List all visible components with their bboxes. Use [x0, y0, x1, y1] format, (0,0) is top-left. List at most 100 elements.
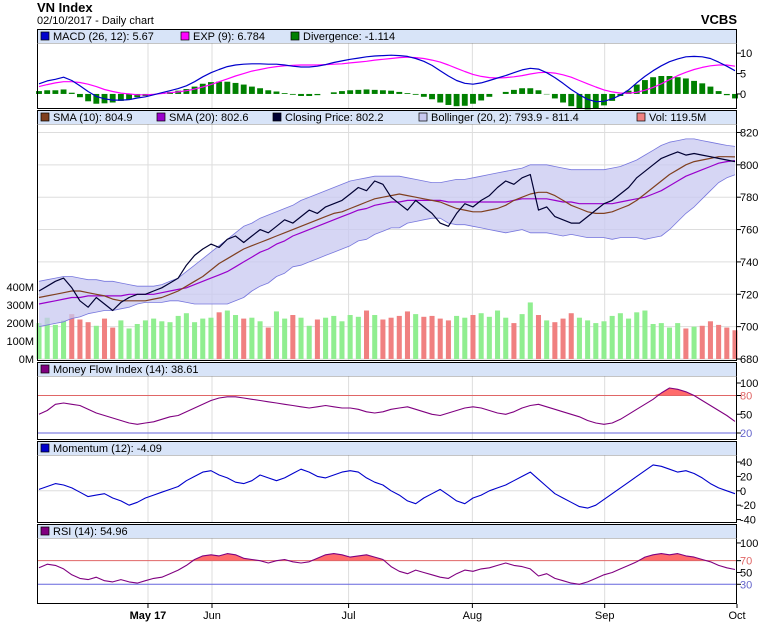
- volume-bar: [445, 320, 451, 359]
- macd-divergence-bar: [707, 86, 714, 94]
- volume-bar: [101, 318, 108, 359]
- volume-bar: [44, 317, 50, 359]
- volume-bar: [552, 322, 558, 359]
- volume-bar: [716, 324, 722, 359]
- momentum-legend-bar: [37, 441, 737, 455]
- price-ytick-label-5: 720: [740, 289, 758, 301]
- macd-legend-swatch-2: [290, 31, 300, 41]
- macd-divergence-bar: [93, 93, 100, 104]
- macd-legend-swatch-0: [40, 31, 50, 41]
- macd-divergence-bar: [535, 90, 542, 94]
- macd-ytick-label-1: 5: [740, 69, 746, 81]
- volume-bar: [93, 325, 99, 359]
- macd-divergence-bar: [502, 91, 509, 94]
- macd-divergence-bar: [412, 93, 419, 95]
- macd-divergence-bar: [658, 76, 665, 94]
- volume-bar: [183, 313, 189, 359]
- mfi-ytick-label-0: 100: [740, 378, 758, 390]
- volume-bar: [666, 327, 673, 359]
- price-ytick-label-4: 740: [740, 257, 758, 269]
- macd-divergence-bar: [306, 93, 313, 96]
- rsi-panel-frame: [37, 524, 737, 604]
- macd-divergence-bar: [44, 90, 51, 94]
- momentum-ytick-label-0: 40: [740, 457, 752, 469]
- volume-bar: [241, 318, 247, 359]
- macd-divergence-bar: [437, 93, 444, 103]
- volume-bar: [314, 319, 320, 359]
- macd-divergence-bar: [420, 93, 427, 97]
- macd-legend-bar: [37, 29, 737, 43]
- volume-bar: [200, 318, 206, 359]
- volume-tick-label-2: 200M: [6, 318, 34, 330]
- volume-bar: [77, 319, 83, 359]
- macd-divergence-bar: [519, 88, 526, 94]
- closing-price-line: [38, 151, 736, 312]
- macd-divergence-bar: [723, 93, 730, 96]
- macd-divergence-bar: [568, 93, 575, 107]
- macd-divergence-bar: [339, 91, 345, 94]
- macd-divergence-bar: [691, 80, 697, 94]
- rsi-ytick-label-0: 100: [740, 538, 758, 550]
- volume-bar: [85, 322, 91, 359]
- macd-divergence-bar: [732, 93, 738, 99]
- macd-divergence-bar: [461, 93, 468, 106]
- macd-divergence-bar: [674, 77, 681, 94]
- volume-bar: [224, 310, 230, 359]
- volume-bar: [707, 321, 713, 359]
- volume-bar: [110, 327, 116, 359]
- volume-bar: [576, 317, 582, 359]
- volume-bar: [134, 323, 140, 359]
- chart-subtitle: 02/10/2017 - Daily chart: [37, 15, 154, 27]
- volume-bar: [298, 317, 304, 359]
- macd-divergence-bar: [257, 88, 264, 94]
- mfi-panel-frame: [37, 362, 737, 440]
- volume-tick-label-0: 400M: [6, 282, 34, 294]
- volume-bar: [52, 324, 58, 359]
- price-ytick-label-1: 800: [740, 160, 758, 172]
- macd-divergence-bar: [52, 90, 59, 94]
- momentum-line: [38, 464, 736, 509]
- volume-bar: [355, 316, 361, 359]
- momentum-ytick-label-2: 0: [740, 486, 746, 498]
- mfi-overbought-fill: [39, 388, 735, 396]
- volume-bar: [658, 323, 664, 359]
- macd-divergence-bar: [134, 93, 141, 98]
- macd-divergence-bar: [314, 93, 321, 96]
- macd-divergence-bar: [699, 83, 706, 94]
- macd-divergence-bar: [388, 90, 395, 94]
- volume-bar: [36, 323, 42, 359]
- macd-line: [38, 54, 736, 103]
- macd-divergence-bar: [715, 91, 722, 94]
- volume-tick-label-3: 100M: [6, 336, 34, 348]
- volume-bar: [634, 312, 640, 359]
- x-tick-label-2: Jul: [342, 610, 356, 622]
- volume-bar: [208, 317, 214, 359]
- x-tick-label-3: Aug: [463, 610, 483, 622]
- volume-bar: [339, 321, 345, 359]
- volume-bar: [527, 302, 533, 359]
- macd-divergence-bar: [117, 93, 124, 101]
- macd-legend-label-0: MACD (26, 12): 5.67: [53, 31, 154, 43]
- macd-ytick-label-2: 0: [740, 89, 746, 101]
- macd-divergence-bar: [281, 93, 288, 94]
- macd-divergence-bar: [560, 93, 566, 103]
- volume-bar: [347, 315, 353, 359]
- price-ytick-label-6: 700: [740, 322, 758, 334]
- volume-bar: [650, 323, 656, 359]
- volume-bar: [404, 311, 410, 359]
- macd-divergence-bar: [576, 93, 583, 109]
- price-legend-label-4: Vol: 119.5M: [649, 112, 706, 124]
- macd-divergence-bar: [248, 86, 255, 94]
- volume-bar: [560, 318, 566, 359]
- macd-divergence-bar: [682, 78, 689, 94]
- volume-bar: [142, 320, 148, 359]
- x-tick-label-0: May 17: [130, 610, 167, 622]
- macd-divergence-bar: [453, 93, 460, 107]
- volume-bar: [216, 312, 222, 359]
- volume-bar: [691, 326, 697, 359]
- price-panel-frame: [37, 110, 737, 361]
- volume-bar: [495, 310, 501, 359]
- volume-bar: [413, 314, 419, 359]
- volume-bar: [511, 323, 517, 359]
